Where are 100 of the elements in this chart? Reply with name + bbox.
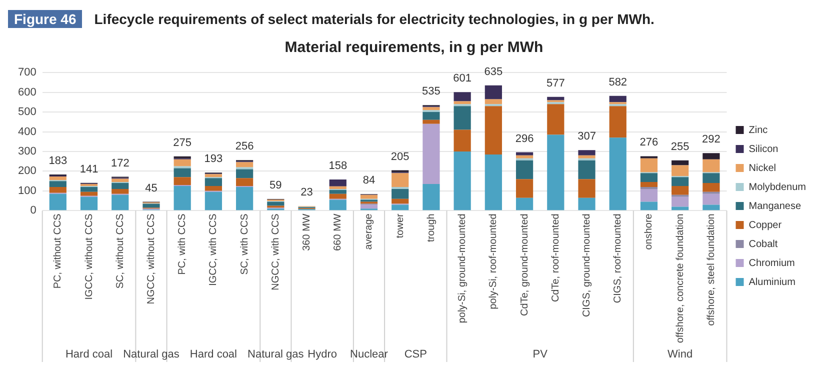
bar [422,112,440,120]
bar [204,174,222,178]
bar [329,190,346,194]
bar [702,173,720,184]
x-tick-label: CdTe, ground-mounted [519,214,530,316]
total-label: 276 [640,136,658,149]
bar [702,194,720,205]
x-tick-label: poly-Si, ground-mounted [457,214,468,324]
bar [640,173,658,182]
bar [609,106,626,138]
bar [454,101,471,104]
bar [609,96,626,102]
total-label: 535 [422,86,440,98]
bar [672,160,689,166]
bar [640,202,658,210]
bar [672,186,689,195]
bar [236,186,254,210]
total-label: 172 [110,157,130,170]
bar [484,106,502,154]
text: Hydro [308,348,338,361]
bar [672,177,689,186]
x-tick-label: SC, with CCS [239,213,250,275]
total-label: 205 [390,150,410,163]
total-label: 275 [173,136,192,149]
bar [204,192,222,210]
bar [672,196,689,207]
x-tick-label: CIGS, roof-mounted [612,214,624,304]
total-label: 45 [145,182,158,194]
bar [702,204,720,210]
bar [702,153,720,160]
total-label: 635 [484,66,503,78]
bar [236,178,254,186]
bar [640,188,658,202]
bar [672,206,689,210]
bar [329,179,346,186]
bar [174,186,191,210]
y-tick-label: 700 [18,66,36,79]
x-tick-label: 360 MW [302,213,313,251]
bar [578,179,596,198]
bar [142,204,160,208]
bar [547,104,564,135]
legend-label: Cobalt [748,238,778,250]
bar [422,124,440,184]
bar [236,169,254,178]
bar [516,152,534,156]
total-label: 23 [300,186,313,199]
bar [454,106,471,130]
bar [516,155,534,158]
bar [80,192,98,196]
bar [702,159,720,172]
bar [236,162,254,168]
y-tick-label: 200 [18,165,36,178]
bar [422,107,440,110]
bar [484,154,502,210]
bar [516,179,534,198]
x-tick-label: onshore [644,213,655,250]
legend-label: Aluminium [748,276,796,288]
x-tick-label: NGCC, without CCS [146,213,157,304]
total-label: 141 [80,163,98,176]
bar [392,198,409,204]
bar [578,155,596,158]
x-tick-label: 660 MW [332,213,344,251]
bar [174,168,191,178]
bar [49,194,66,210]
bar [640,182,658,187]
legend-label: Copper [748,220,782,231]
bar [360,194,378,199]
bar [454,92,471,102]
total-label: 256 [235,140,254,153]
x-tick-label: offshore, steel foundation [706,214,717,326]
x-tick-label: CdTe, roof-mounted [550,214,562,302]
bar [516,160,534,180]
bar [112,178,129,182]
legend-label: Manganese [748,200,802,212]
bar [702,183,720,192]
bar [454,151,471,210]
bar [578,160,596,180]
legend-label: Zinc [748,124,768,136]
total-label: 158 [328,160,348,172]
bar [578,198,596,210]
text: Natural gas [123,348,180,361]
x-tick-label: poly-Si, roof-mounted [488,214,500,310]
bar [204,178,222,186]
bar [329,200,346,210]
bar [112,183,129,189]
bar [392,173,409,187]
y-tick-label: 100 [18,184,36,197]
x-tick-label: PC, without CCS [52,213,64,289]
legend-label: Nickel [748,162,776,174]
y-tick-label: 400 [18,126,36,138]
legend-label: Chromium [748,258,795,269]
x-tick-label: offshore, concrete foundation [674,214,686,344]
x-tick-label: SC, without CCS [114,213,126,289]
bar [49,176,66,180]
total-label: 601 [453,72,472,85]
text: Hard coal [65,348,113,361]
y-tick-label: 0 [30,204,36,217]
bar [112,194,129,210]
total-label: 255 [670,140,690,153]
total-label: 296 [515,132,534,145]
